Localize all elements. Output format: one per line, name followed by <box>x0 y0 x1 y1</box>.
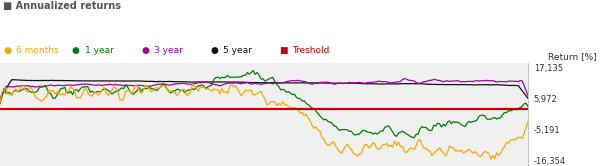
Text: 5,972: 5,972 <box>534 95 557 104</box>
Text: ●: ● <box>3 46 11 55</box>
Text: 1 year: 1 year <box>85 46 114 55</box>
Text: ●: ● <box>141 46 149 55</box>
Text: ●: ● <box>72 46 80 55</box>
Text: 3 year: 3 year <box>154 46 183 55</box>
Text: 6 months: 6 months <box>16 46 59 55</box>
Text: ■ Annualized returns: ■ Annualized returns <box>3 1 121 11</box>
Text: ■: ■ <box>279 46 287 55</box>
Text: Return [%]: Return [%] <box>548 52 596 61</box>
Text: ●: ● <box>210 46 218 55</box>
Text: 5 year: 5 year <box>223 46 252 55</box>
Text: -5,191: -5,191 <box>534 126 560 135</box>
Text: -16,354: -16,354 <box>534 157 566 166</box>
Text: Treshold: Treshold <box>292 46 329 55</box>
Text: 17,135: 17,135 <box>534 64 563 73</box>
